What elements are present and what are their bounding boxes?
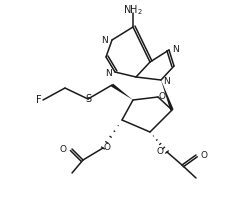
Text: O: O	[200, 150, 207, 160]
Text: O: O	[158, 92, 165, 100]
Text: N: N	[101, 36, 108, 44]
Polygon shape	[160, 80, 173, 111]
Text: NH$_2$: NH$_2$	[122, 3, 142, 17]
Text: N: N	[105, 68, 112, 78]
Polygon shape	[110, 83, 132, 100]
Text: O: O	[103, 143, 110, 153]
Text: S: S	[85, 94, 91, 104]
Text: O: O	[156, 148, 163, 157]
Text: F: F	[36, 95, 42, 105]
Text: N: N	[162, 77, 169, 85]
Text: O: O	[60, 145, 67, 153]
Text: N: N	[171, 44, 178, 53]
